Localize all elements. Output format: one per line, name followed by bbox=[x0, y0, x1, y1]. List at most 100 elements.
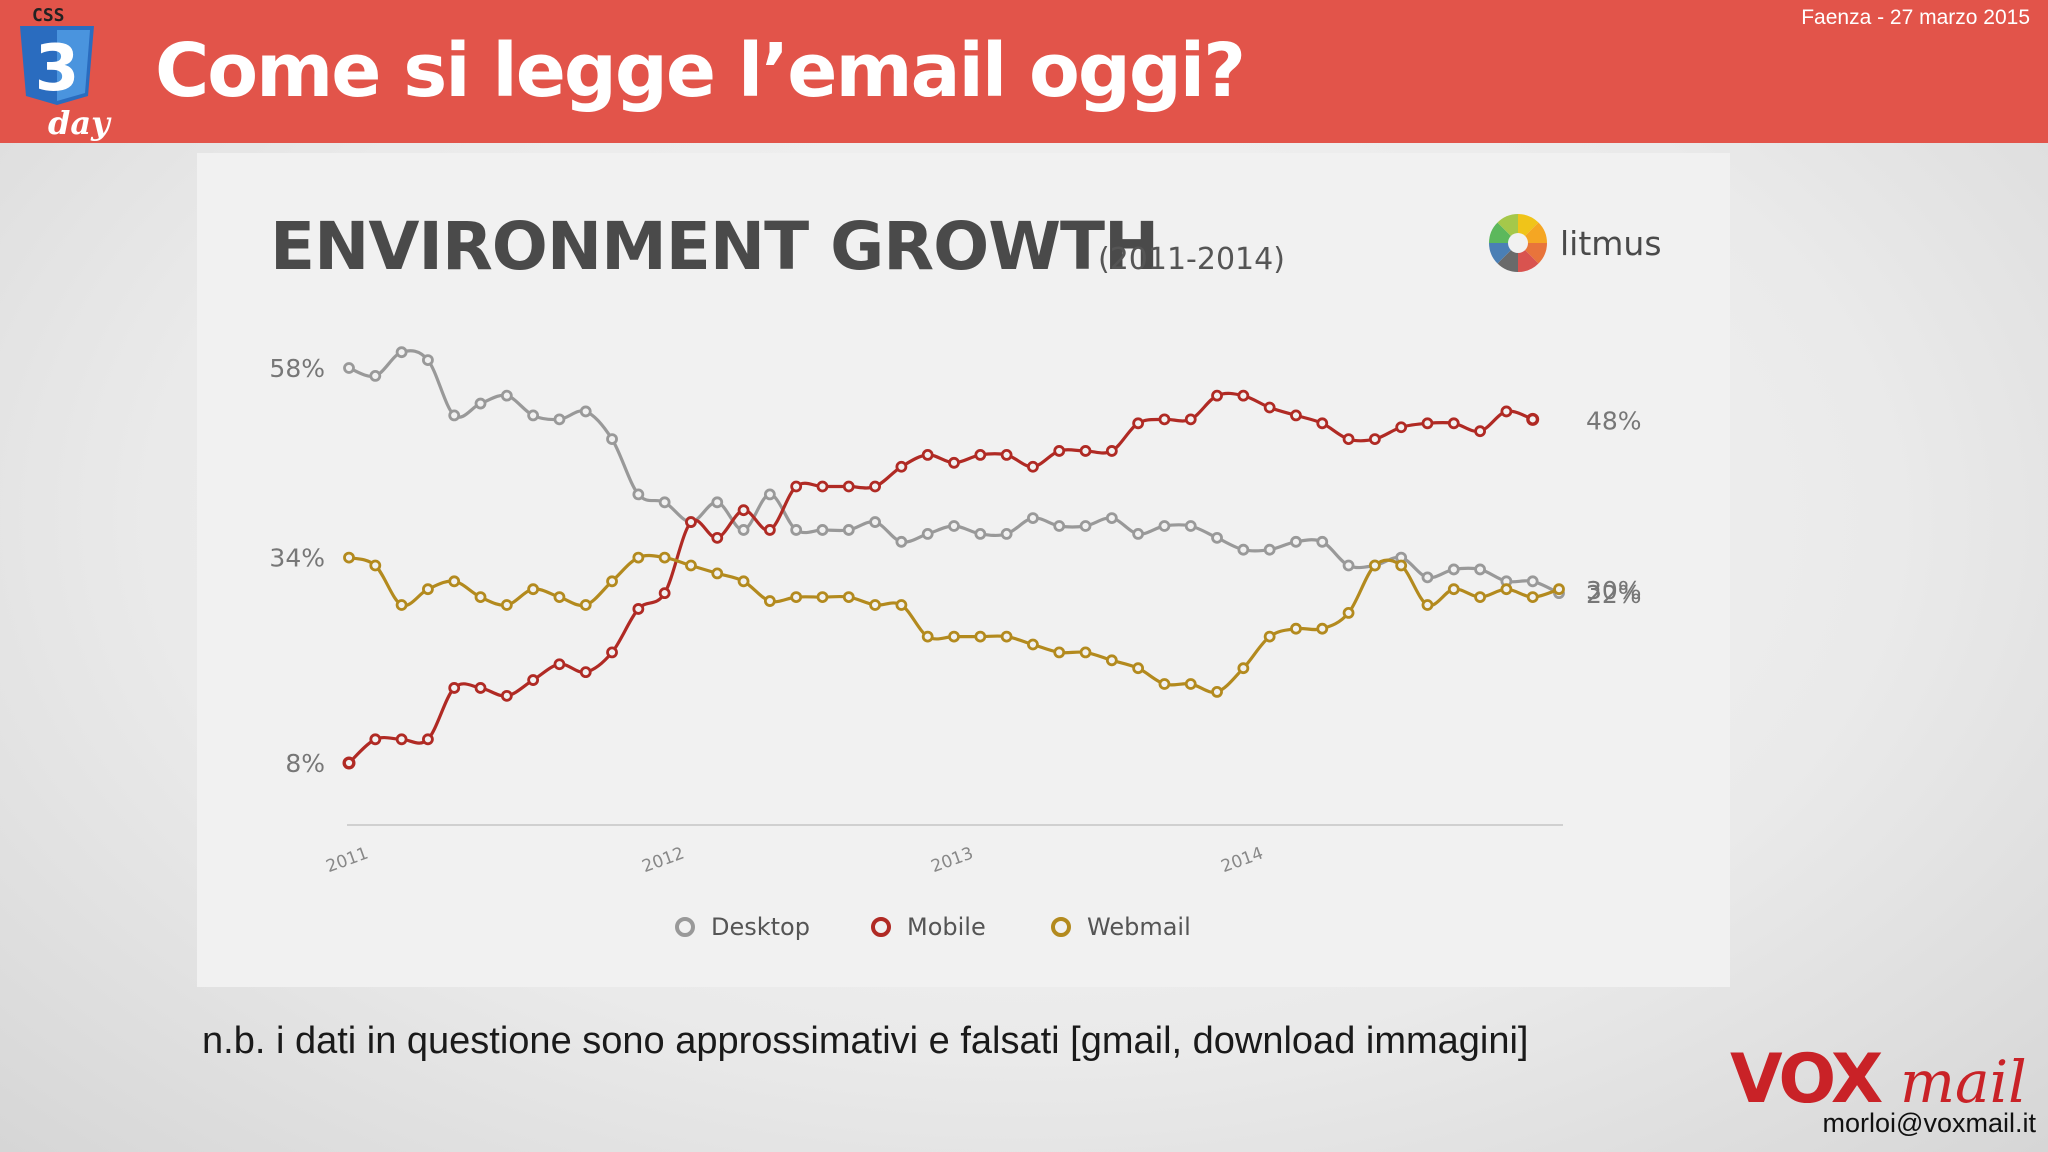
data-point-webmail bbox=[1474, 591, 1486, 604]
slide-title: Come si legge l’email oggi? bbox=[155, 28, 1246, 114]
data-point-desktop bbox=[1421, 571, 1434, 584]
data-point-webmail bbox=[895, 599, 908, 611]
legend-label-webmail: Webmail bbox=[1087, 913, 1191, 941]
data-point-mobile bbox=[948, 456, 960, 469]
data-point-desktop bbox=[1184, 520, 1197, 532]
data-point-mobile bbox=[1184, 413, 1197, 426]
data-point-desktop bbox=[395, 346, 408, 359]
y-tick-label: 8% bbox=[285, 749, 325, 778]
data-point-webmail bbox=[1053, 646, 1066, 659]
data-point-mobile bbox=[474, 682, 487, 694]
data-point-mobile bbox=[343, 757, 355, 769]
legend-label-mobile: Mobile bbox=[907, 913, 986, 941]
logo-number-text: 3 bbox=[35, 32, 80, 106]
litmus-logo-icon bbox=[1489, 214, 1547, 272]
data-point-mobile bbox=[1079, 445, 1092, 457]
data-point-mobile bbox=[1368, 433, 1381, 446]
data-point-webmail bbox=[1395, 559, 1408, 572]
data-point-mobile bbox=[1500, 405, 1513, 418]
data-point-webmail bbox=[1027, 638, 1039, 651]
chart-title: ENVIRONMENT GROWTH bbox=[270, 208, 1159, 285]
data-point-mobile bbox=[632, 603, 645, 615]
data-point-desktop bbox=[448, 409, 461, 422]
data-point-webmail bbox=[869, 599, 881, 611]
data-point-mobile bbox=[553, 658, 566, 671]
data-point-webmail bbox=[842, 591, 855, 604]
data-point-desktop bbox=[1053, 520, 1066, 532]
series-line-mobile bbox=[347, 391, 1534, 765]
data-point-mobile bbox=[1526, 413, 1539, 426]
data-point-webmail bbox=[1184, 678, 1197, 690]
data-point-mobile bbox=[1105, 445, 1118, 457]
data-point-webmail bbox=[553, 591, 566, 604]
data-point-mobile bbox=[685, 516, 697, 528]
data-point-mobile bbox=[790, 480, 803, 493]
data-point-desktop bbox=[422, 354, 434, 367]
data-point-desktop bbox=[1474, 563, 1486, 576]
data-point-webmail bbox=[921, 630, 934, 643]
legend-marker-mobile bbox=[871, 917, 891, 937]
data-point-webmail bbox=[343, 551, 355, 564]
data-point-desktop bbox=[737, 524, 750, 536]
footer-email: morloi@voxmail.it bbox=[1822, 1108, 2036, 1138]
data-point-mobile bbox=[500, 689, 513, 702]
data-point-mobile bbox=[1211, 389, 1223, 402]
data-point-webmail bbox=[658, 551, 671, 564]
data-point-webmail bbox=[790, 591, 803, 604]
legend-label-desktop: Desktop bbox=[711, 913, 810, 941]
data-point-mobile bbox=[1000, 448, 1013, 461]
data-point-webmail bbox=[685, 559, 697, 572]
data-point-desktop bbox=[1237, 543, 1250, 556]
data-point-mobile bbox=[711, 531, 724, 544]
data-point-mobile bbox=[869, 480, 881, 493]
data-point-desktop bbox=[500, 389, 513, 402]
data-point-desktop bbox=[895, 535, 908, 548]
data-point-desktop bbox=[921, 527, 934, 540]
data-point-webmail bbox=[1526, 591, 1539, 604]
data-point-webmail bbox=[1158, 678, 1171, 690]
data-point-desktop bbox=[1263, 543, 1276, 556]
data-point-desktop bbox=[1290, 535, 1302, 548]
data-point-mobile bbox=[1027, 460, 1039, 473]
data-point-webmail bbox=[1421, 599, 1434, 611]
data-point-mobile bbox=[1447, 417, 1460, 430]
data-point-desktop bbox=[579, 405, 592, 418]
data-point-webmail bbox=[1263, 630, 1276, 643]
data-point-webmail bbox=[1105, 654, 1118, 667]
data-point-webmail bbox=[422, 583, 434, 596]
legend-marker-desktop bbox=[675, 917, 695, 937]
data-point-mobile bbox=[448, 682, 461, 694]
data-point-desktop bbox=[1132, 527, 1145, 540]
legend-item-desktop: Desktop bbox=[675, 910, 810, 944]
data-point-webmail bbox=[579, 599, 592, 611]
data-point-desktop bbox=[343, 362, 355, 374]
data-point-webmail bbox=[1132, 662, 1145, 675]
data-point-webmail bbox=[606, 575, 618, 588]
data-point-webmail bbox=[974, 630, 987, 643]
data-point-webmail bbox=[711, 567, 724, 580]
litmus-brand-name: litmus bbox=[1560, 224, 1662, 263]
legend-marker-webmail bbox=[1051, 917, 1071, 937]
data-point-desktop bbox=[1447, 563, 1460, 576]
data-point-webmail bbox=[395, 599, 408, 611]
data-point-desktop bbox=[474, 397, 487, 410]
css3day-logo-icon: CSS 3 day bbox=[20, 5, 112, 142]
series-end-label-webmail: 30% bbox=[1586, 576, 1642, 605]
data-point-webmail bbox=[1237, 662, 1250, 675]
data-point-mobile bbox=[369, 733, 382, 746]
series-line-webmail bbox=[348, 553, 1560, 694]
data-point-desktop bbox=[527, 409, 540, 422]
data-point-desktop bbox=[948, 520, 960, 532]
logo-day-text: day bbox=[48, 104, 112, 142]
data-point-webmail bbox=[1290, 622, 1302, 635]
data-point-desktop bbox=[632, 488, 645, 501]
series-end-label-desktop: 22% bbox=[1586, 580, 1642, 609]
data-point-mobile bbox=[1395, 421, 1408, 434]
slide-header: CSS 3 day Come si legge l’email oggi? Fa… bbox=[0, 0, 2048, 143]
data-point-webmail bbox=[1342, 606, 1355, 619]
chart-subtitle: (2011-2014) bbox=[1098, 242, 1285, 277]
data-point-mobile bbox=[1290, 409, 1302, 422]
x-tick-label: 2012 bbox=[640, 844, 687, 878]
data-point-mobile bbox=[816, 480, 829, 493]
data-point-mobile bbox=[422, 733, 434, 746]
